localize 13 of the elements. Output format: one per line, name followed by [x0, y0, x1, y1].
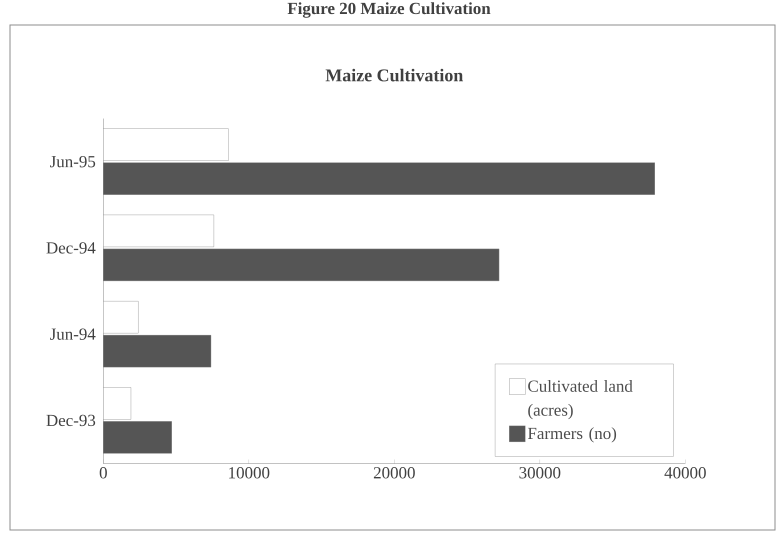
y-tick-label: Dec-93 [46, 414, 96, 426]
y-tick-label: Jun-95 [50, 156, 96, 168]
x-tick-label: 10000 [229, 467, 270, 478]
x-tick-label: 30000 [519, 467, 560, 478]
x-tick-label: 40000 [664, 467, 706, 478]
caption: Figure 20 Maize Cultivation [288, 2, 490, 18]
legend-label: Cultivated land (acres) [528, 380, 633, 420]
y-tick-label: Jun-94 [50, 328, 96, 340]
x-tick-label: 20000 [374, 467, 415, 478]
y-tick-label: Dec-94 [46, 242, 96, 254]
chart-title: Maize Cultivation [326, 68, 464, 82]
x-tick-label: 0 [100, 467, 107, 478]
legend-label: Farmers (no) [528, 427, 616, 443]
